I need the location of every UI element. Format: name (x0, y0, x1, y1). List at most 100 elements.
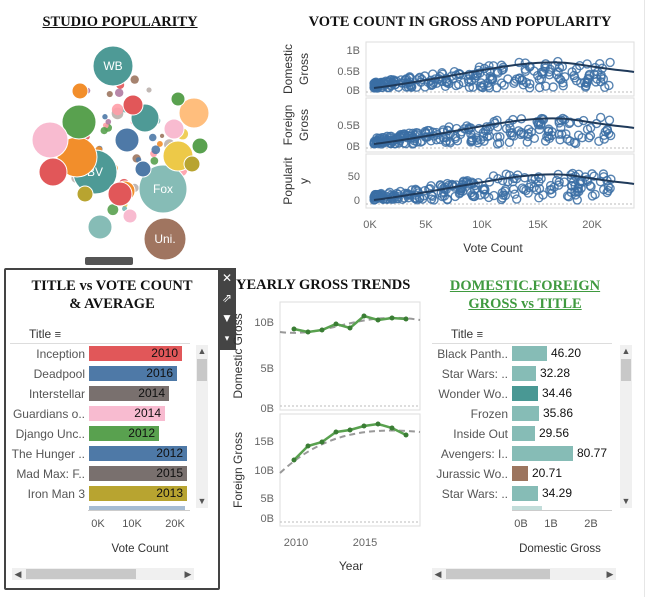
row-title[interactable]: Star Wars: .. (441, 487, 508, 501)
df-title-column-header[interactable]: Title ≡ (451, 327, 483, 341)
row-value: 2014 (138, 386, 165, 400)
row-bar[interactable] (89, 346, 182, 361)
df-scroll-right-icon[interactable]: ▶ (606, 569, 614, 579)
row-bar[interactable] (512, 346, 547, 361)
row-title[interactable]: The Hunger .. (11, 447, 85, 461)
df-scroll-thumb[interactable] (621, 359, 631, 381)
studio-bubble[interactable] (31, 121, 69, 159)
row-value: 32.28 (540, 366, 571, 380)
df-scroll-thumb-h[interactable] (446, 569, 550, 579)
row-bar[interactable] (89, 446, 187, 461)
row-title[interactable]: Mad Max: F.. (16, 467, 85, 481)
filter-icon[interactable]: ▼ (221, 311, 233, 325)
row-value: 2015 (156, 466, 183, 480)
row-title[interactable]: Inception (36, 347, 85, 361)
row-title[interactable]: Avengers: I.. (440, 447, 508, 461)
row-value: 34.29 (542, 486, 573, 500)
studio-bubble[interactable] (138, 164, 188, 214)
df-scroll-down-icon[interactable]: ▼ (621, 496, 631, 506)
row-value: 29.56 (539, 426, 570, 440)
scroll-right-icon[interactable]: ▶ (184, 569, 192, 579)
df-header-rule (432, 343, 612, 344)
scroll-down-icon[interactable]: ▼ (197, 496, 207, 506)
df-axis-line (512, 510, 612, 511)
row-title[interactable]: Frozen (470, 407, 508, 421)
studio-bubble[interactable] (163, 118, 185, 140)
row-title[interactable]: Star Wars: .. (441, 367, 508, 381)
yearly-gross-title: YEARLY GROSS TRENDS (236, 277, 411, 293)
row-bar[interactable] (89, 366, 177, 381)
row-title[interactable]: Black Panth.. (437, 347, 508, 361)
row-title[interactable]: Deadpool (33, 367, 85, 381)
row-bar[interactable] (89, 486, 187, 501)
resize-handle[interactable] (85, 257, 133, 265)
dom-foreign-title: DOMESTIC.FOREIGN GROSS vs TITLE (430, 277, 620, 313)
axis-tick: 10K (122, 518, 142, 530)
row-bar[interactable] (89, 406, 165, 421)
more-options-icon[interactable]: ▾ (224, 333, 230, 343)
row-bar[interactable] (512, 386, 538, 401)
row-bar[interactable] (512, 426, 535, 441)
title-column-header[interactable]: Title ≡ (29, 327, 61, 341)
studio-bubble[interactable] (92, 45, 134, 87)
scroll-thumb[interactable] (197, 359, 207, 381)
studio-bubble[interactable] (178, 97, 210, 129)
title-vote-title: TITLE vs VOTE COUNT & AVERAGE (8, 277, 216, 313)
df-scroll-up-icon[interactable]: ▲ (621, 346, 631, 356)
scatter-ylabel: Foreign (281, 105, 295, 146)
studio-bubble[interactable] (76, 185, 94, 203)
studio-bubble[interactable] (38, 157, 68, 187)
axis-tick: 0B (514, 518, 528, 530)
row-value: 2012 (128, 426, 155, 440)
df-hscroll[interactable]: ◀ ▶ (432, 568, 616, 580)
row-bar[interactable] (512, 366, 536, 381)
scatter-xtick: 20K (582, 219, 602, 231)
title-vote-vscroll[interactable]: ▲ ▼ (196, 345, 208, 508)
row-title[interactable]: Iron Man 3 (27, 487, 85, 501)
studio-bubble[interactable] (134, 160, 152, 178)
studio-bubble[interactable] (87, 214, 113, 240)
title-vote-hscroll[interactable]: ◀ ▶ (12, 568, 194, 580)
scatter-ytick: 50 (348, 171, 360, 183)
studio-bubble[interactable] (71, 82, 89, 100)
row-title[interactable]: Guardians o.. (12, 407, 85, 421)
scroll-left-icon[interactable]: ◀ (14, 569, 22, 579)
scroll-up-icon[interactable]: ▲ (197, 346, 207, 356)
studio-bubble[interactable] (61, 104, 97, 140)
df-vscroll[interactable]: ▲ ▼ (620, 345, 632, 508)
close-icon[interactable]: ✕ (221, 271, 233, 285)
scatter-xtick: 15K (528, 219, 548, 231)
studio-bubble[interactable] (170, 91, 186, 107)
df-scroll-left-icon[interactable]: ◀ (434, 569, 442, 579)
scroll-thumb-h[interactable] (26, 569, 136, 579)
yearly-ytick: 0B (261, 403, 274, 415)
row-title[interactable]: Jurassic Wo.. (436, 467, 508, 481)
scatter-ytick: 0B (347, 85, 360, 97)
row-bar[interactable] (512, 486, 538, 501)
open-in-new-icon[interactable]: ⇗ (221, 291, 233, 305)
row-bar[interactable] (89, 426, 159, 441)
yearly-gross-chart[interactable]: Domestic Gross 10B 5B 0B Foreign Gross 15B 10B… (228, 298, 428, 583)
row-bar[interactable] (512, 446, 573, 461)
row-value: 2016 (146, 366, 173, 380)
studio-bubble[interactable] (114, 127, 140, 153)
scatter-ylabel: Popularit (281, 157, 295, 205)
row-title[interactable]: Wonder Wo.. (438, 387, 508, 401)
row-bar[interactable] (512, 466, 528, 481)
row-title[interactable]: Inside Out (453, 427, 508, 441)
studio-bubble[interactable] (191, 137, 209, 155)
row-title[interactable]: Django Unc.. (15, 427, 85, 441)
row-bar[interactable] (89, 466, 187, 481)
studio-bubble[interactable] (143, 217, 187, 261)
studio-bubble[interactable] (122, 208, 138, 224)
df-sort-icon[interactable]: ≡ (476, 329, 483, 341)
row-bar[interactable] (89, 386, 169, 401)
studio-bubble[interactable] (122, 94, 144, 116)
studio-bubble[interactable] (107, 181, 133, 207)
studio-bubble[interactable] (183, 155, 201, 173)
row-bar[interactable] (512, 406, 539, 421)
sort-icon[interactable]: ≡ (54, 329, 61, 341)
row-title[interactable]: Interstellar (28, 387, 85, 401)
